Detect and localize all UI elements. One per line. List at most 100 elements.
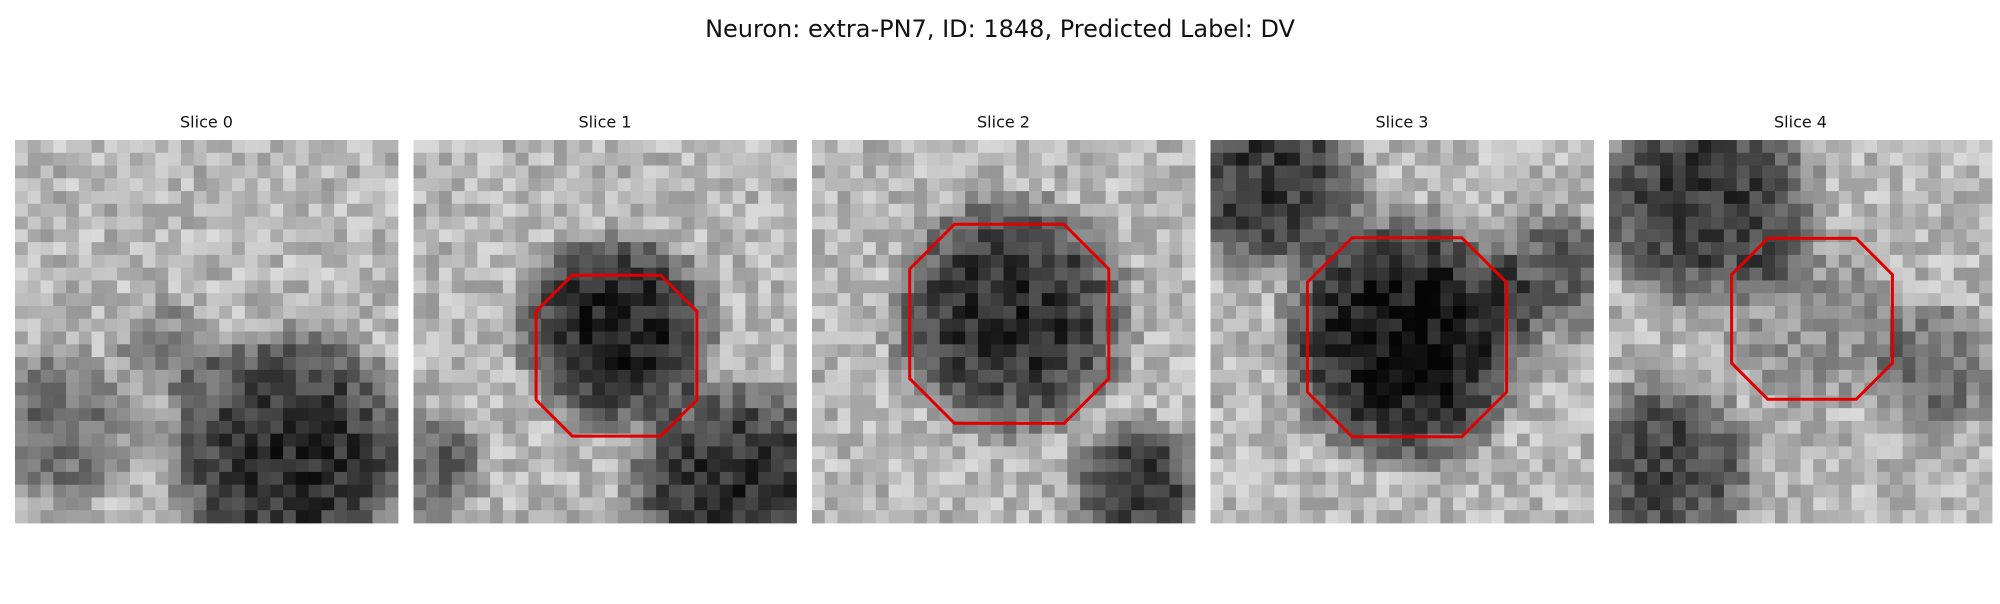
pixel bbox=[1389, 510, 1403, 524]
pixel bbox=[219, 369, 233, 383]
pixel bbox=[1504, 510, 1518, 524]
pixel bbox=[1491, 357, 1505, 371]
pixel bbox=[1966, 280, 1980, 294]
pixel bbox=[1660, 408, 1674, 422]
pixel bbox=[155, 510, 169, 524]
pixel bbox=[490, 242, 504, 256]
pixel bbox=[372, 178, 386, 192]
pixel bbox=[117, 267, 131, 281]
pixel bbox=[1363, 395, 1377, 409]
pixel bbox=[515, 395, 529, 409]
pixel bbox=[1953, 152, 1967, 166]
pixel bbox=[193, 357, 207, 371]
pixel bbox=[1453, 305, 1467, 320]
pixel bbox=[1698, 280, 1712, 294]
pixel bbox=[1210, 357, 1224, 371]
pixel bbox=[965, 229, 979, 243]
pixel bbox=[1427, 254, 1441, 269]
pixel bbox=[732, 165, 746, 179]
pixel bbox=[413, 357, 427, 371]
pixel bbox=[155, 484, 169, 498]
pixel bbox=[477, 369, 491, 383]
pixel bbox=[1169, 382, 1183, 396]
pixel bbox=[824, 369, 838, 383]
slice-image bbox=[413, 140, 797, 524]
pixel bbox=[656, 280, 670, 294]
pixel bbox=[977, 395, 992, 409]
pixel bbox=[1736, 331, 1750, 345]
pixel bbox=[1080, 344, 1094, 358]
pixel bbox=[745, 446, 759, 460]
pixel bbox=[1414, 395, 1428, 409]
pixel bbox=[541, 382, 555, 396]
pixel bbox=[117, 420, 131, 435]
pixel bbox=[346, 203, 361, 217]
pixel bbox=[1478, 178, 1492, 192]
pixel bbox=[630, 369, 644, 383]
pixel bbox=[1003, 446, 1017, 460]
pixel bbox=[385, 280, 399, 294]
pixel bbox=[385, 497, 399, 511]
pixel bbox=[850, 382, 864, 396]
pixel bbox=[117, 140, 131, 154]
pixel bbox=[553, 395, 568, 409]
pixel bbox=[745, 318, 759, 332]
pixel bbox=[1131, 267, 1145, 281]
pixel bbox=[1402, 344, 1416, 358]
pixel bbox=[528, 280, 542, 294]
pixel bbox=[1647, 459, 1661, 473]
pixel bbox=[914, 242, 928, 256]
pixel bbox=[1210, 191, 1224, 205]
pixel bbox=[1427, 305, 1441, 320]
pixel bbox=[1287, 242, 1301, 256]
pixel bbox=[180, 459, 195, 473]
pixel bbox=[528, 433, 542, 447]
pixel bbox=[617, 280, 631, 294]
pixel bbox=[681, 152, 695, 166]
pixel bbox=[1427, 152, 1441, 166]
pixel bbox=[1287, 433, 1301, 447]
pixel bbox=[1491, 229, 1505, 243]
pixel bbox=[1143, 420, 1158, 435]
pixel bbox=[1889, 382, 1904, 396]
pixel bbox=[1003, 242, 1017, 256]
pixel bbox=[1143, 254, 1158, 269]
pixel bbox=[745, 433, 759, 447]
pixel bbox=[1516, 369, 1531, 383]
pixel bbox=[1054, 140, 1068, 154]
pixel bbox=[232, 459, 246, 473]
pixel bbox=[1299, 433, 1314, 447]
pixel bbox=[1813, 229, 1827, 243]
pixel bbox=[451, 165, 465, 179]
pixel bbox=[888, 395, 902, 409]
pixel bbox=[1826, 484, 1840, 498]
pixel bbox=[515, 242, 529, 256]
pixel bbox=[617, 459, 631, 473]
pixel bbox=[977, 267, 992, 281]
pixel bbox=[439, 510, 453, 524]
pixel bbox=[812, 242, 826, 256]
pixel bbox=[837, 471, 851, 486]
pixel bbox=[1928, 331, 1942, 345]
pixel bbox=[1350, 395, 1365, 409]
pixel bbox=[91, 229, 105, 243]
pixel bbox=[346, 484, 361, 498]
pixel bbox=[824, 216, 838, 230]
pixel bbox=[129, 395, 144, 409]
pixel bbox=[515, 178, 529, 192]
pixel bbox=[770, 216, 785, 230]
pixel bbox=[321, 191, 335, 205]
pixel bbox=[1210, 344, 1224, 358]
pixel bbox=[592, 420, 606, 435]
pixel bbox=[1363, 242, 1377, 256]
pixel bbox=[732, 420, 746, 435]
pixel bbox=[783, 433, 797, 447]
pixel bbox=[385, 140, 399, 154]
pixel bbox=[1376, 178, 1390, 192]
pixel bbox=[283, 497, 297, 511]
pixel bbox=[78, 484, 92, 498]
pixel bbox=[694, 497, 708, 511]
pixel bbox=[283, 293, 297, 307]
pixel bbox=[719, 216, 734, 230]
pixel bbox=[1609, 242, 1623, 256]
